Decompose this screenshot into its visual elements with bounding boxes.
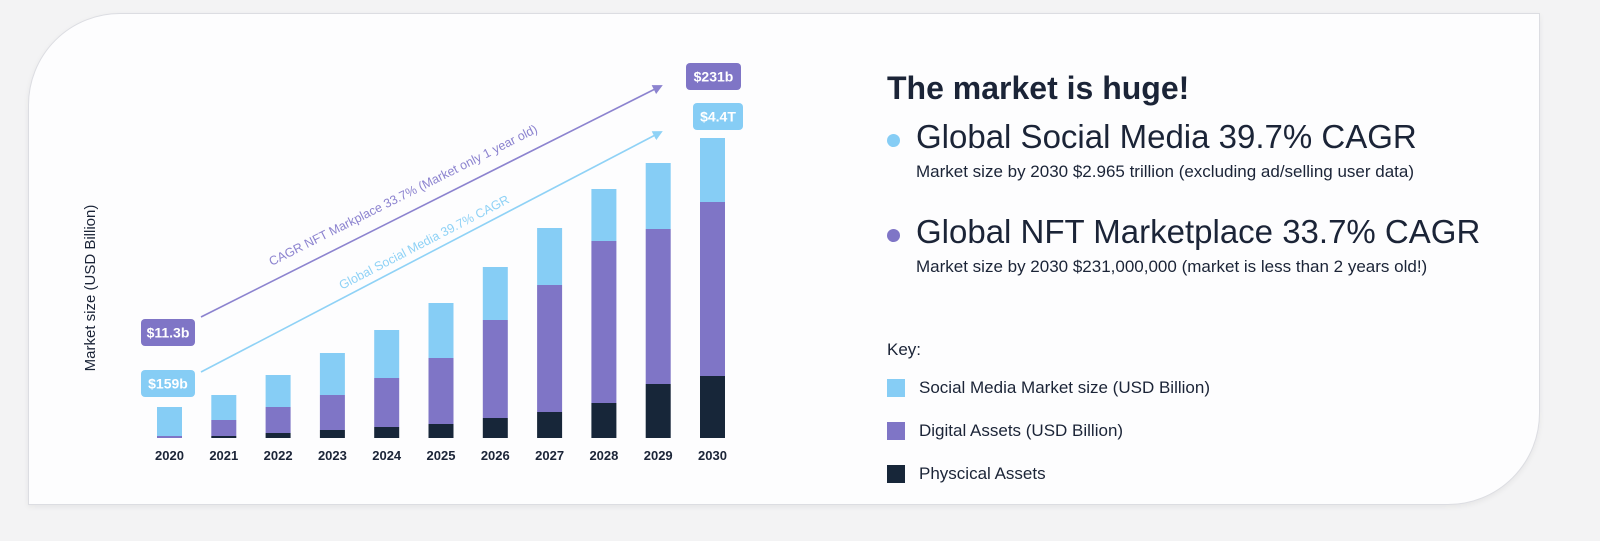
bar-social-2023 [319,353,345,395]
bar-digital-2026 [482,320,508,418]
bar-social-2028 [591,189,617,241]
x-tick-label: 2025 [427,448,456,463]
bullet-dot-icon [887,229,900,242]
bar-social-2024 [374,330,400,378]
bullet-subtext: Market size by 2030 $231,000,000 (market… [916,257,1428,276]
bar-physical-2022 [265,433,291,438]
bar-digital-2024 [374,378,400,427]
bar-social-2027 [537,228,563,285]
legend-swatch-physical [887,465,905,483]
bar-social-2022 [265,375,291,407]
x-tick-label: 2020 [155,448,184,463]
bar-physical-2029 [645,384,671,438]
bar-physical-2025 [428,424,454,438]
x-tick-label: 2024 [372,448,402,463]
x-tick-label: 2022 [264,448,293,463]
x-tick-label: 2027 [535,448,564,463]
bullet-dot-icon [887,134,900,147]
bullet-subtext: Market size by 2030 $2.965 trillion (exc… [916,162,1414,181]
nft-end-badge-box [686,63,741,90]
social-start-badge-box [141,370,195,397]
legend-swatch-social [887,379,905,397]
bar-physical-2030 [700,376,725,438]
bar-social-2030 [700,138,725,202]
bar-physical-2023 [319,430,345,438]
bar-digital-2027 [537,285,563,412]
key-title: Key: [887,340,922,359]
social-end-badge: $4.4T [700,109,736,125]
bar-social-2029 [645,163,671,229]
x-tick-label: 2030 [698,448,727,463]
bar-digital-2030 [700,202,725,376]
social-end-badge-box [693,103,743,130]
x-tick-label: 2026 [481,448,510,463]
y-axis-label: Market size (USD Billion) [82,205,99,372]
bar-social-2021 [211,395,237,420]
bar-physical-2026 [482,418,508,438]
x-tick-label: 2021 [209,448,238,463]
x-tick-label: 2029 [644,448,673,463]
bar-digital-2023 [319,395,345,430]
bullet-heading: Global NFT Marketplace 33.7% CAGR [916,213,1481,250]
x-tick-label: 2023 [318,448,347,463]
market-size-chart: Market size (USD Billion) 2020 2021 2022 202… [82,63,743,463]
bar-physical-2021 [211,436,237,438]
bar-digital-2025 [428,358,454,424]
bar-digital-2020 [157,436,182,438]
x-tick-label: 2028 [589,448,618,463]
bar-social-2020 [157,407,182,436]
key-label: Digital Assets (USD Billion) [919,421,1124,440]
social-trend-arrow [200,131,663,373]
bar-physical-2024 [374,427,400,438]
bar-digital-2021 [211,420,237,436]
bar-social-2026 [482,267,508,320]
legend-swatch-digital [887,422,905,440]
nft-start-badge: $11.3b [147,325,190,341]
nft-start-badge-box [141,319,195,346]
bar-physical-2028 [591,403,617,438]
bar-digital-2028 [591,241,617,403]
bar-digital-2029 [645,229,671,384]
nft-trend-arrow [200,85,663,318]
bullet-heading: Global Social Media 39.7% CAGR [916,118,1417,155]
key-label: Physcical Assets [919,464,1046,483]
market-card: Market size (USD Billion) 2020 2021 2022 202… [28,13,1540,505]
panel-title: The market is huge! [887,70,1190,106]
bar-physical-2027 [537,412,563,438]
nft-end-badge: $231b [694,69,734,85]
social-start-badge: $159b [148,376,188,392]
key-label: Social Media Market size (USD Billion) [919,378,1210,397]
bar-social-2025 [428,303,454,358]
bar-digital-2022 [265,407,291,433]
